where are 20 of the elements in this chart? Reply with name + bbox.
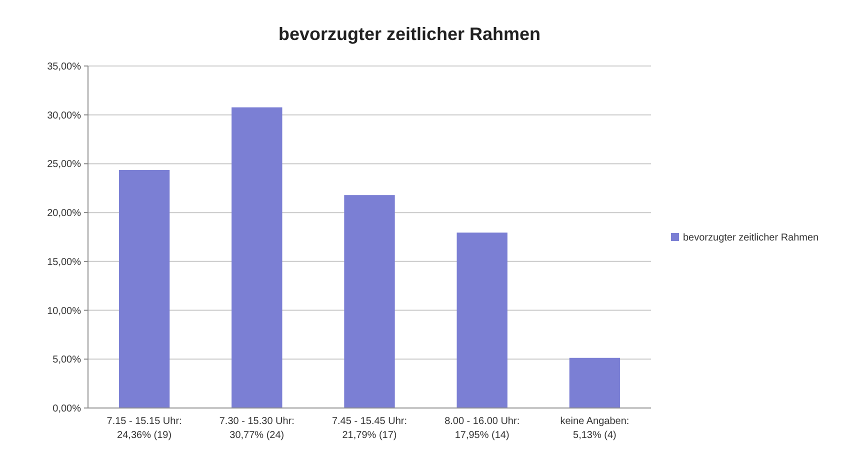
y-tick-label: 5,00% — [52, 354, 82, 366]
y-tick-label: 30,00% — [47, 110, 82, 122]
y-tick-label: 0,00% — [52, 404, 82, 414]
y-tick-label: 10,00% — [47, 306, 82, 317]
y-tick-label: 35,00% — [47, 62, 82, 72]
chart-title: bevorzugter zeitlicher Rahmen — [278, 24, 541, 44]
y-tick-label: 20,00% — [47, 208, 82, 220]
bar — [569, 358, 620, 408]
bar — [232, 107, 282, 408]
x-tick-label: keine Angaben: 5,13% (4) — [560, 416, 630, 441]
bar — [456, 232, 508, 408]
bar — [118, 170, 170, 408]
x-tick-label: 7.45 - 15.45 Uhr: 21,79% (17) — [332, 416, 408, 441]
x-tick-label: 8.00 - 16.00 Uhr: 17,95% (14) — [444, 416, 520, 441]
x-tick-label: 7.30 - 15.30 Uhr: 30,77% (24) — [219, 416, 294, 441]
bar — [344, 195, 395, 408]
x-tick-label: 7.15 - 15.15 Uhr: 24,36% (19) — [106, 416, 182, 441]
y-tick-label: 25,00% — [47, 159, 82, 170]
legend-label: bevorzugter zeitlicher Rahmen — [683, 232, 819, 244]
y-tick-label: 15,00% — [47, 256, 82, 268]
